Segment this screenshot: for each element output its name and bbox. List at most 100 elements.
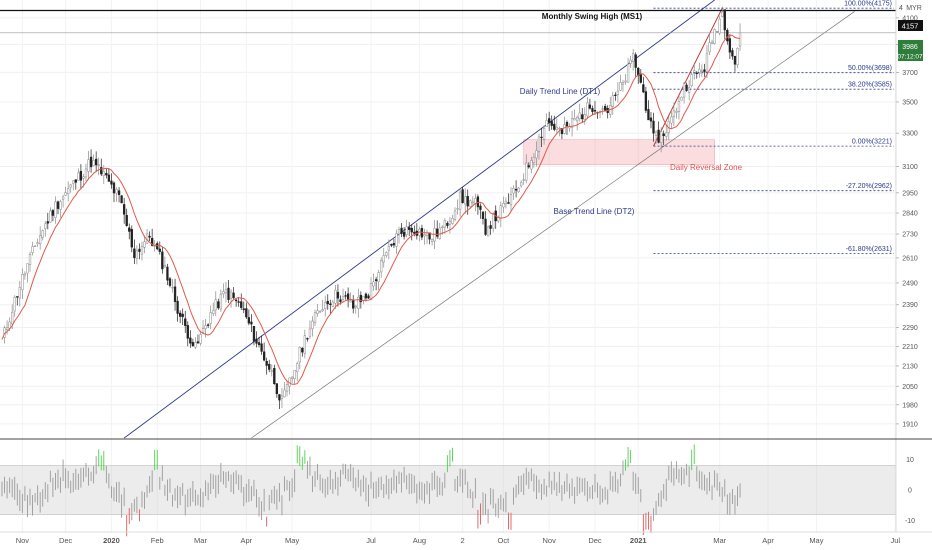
candle-body <box>206 324 210 326</box>
x-tick-label: Aug <box>413 536 426 545</box>
candle-body <box>446 222 449 226</box>
candle-body <box>64 192 67 196</box>
candle-body <box>204 325 207 329</box>
oscillator-panel: 10 0 -10 <box>0 444 915 537</box>
candle-body <box>242 308 245 311</box>
candle-body <box>321 309 324 312</box>
candle-body <box>657 129 660 143</box>
moving-average <box>1 34 741 385</box>
y-tick-label: 2050 <box>902 384 918 391</box>
candle-body <box>125 214 128 226</box>
candle-body <box>179 312 182 317</box>
candle-body <box>542 128 546 140</box>
candle-body <box>194 342 197 348</box>
dt1-label: Daily Trend Line (DT1) <box>520 87 601 96</box>
fib-level-label: -61.80%(2631) <box>846 246 892 253</box>
candle-body <box>443 220 446 228</box>
candle-body <box>59 201 62 210</box>
candle-body <box>402 231 406 237</box>
currency-label: MYR <box>906 5 922 12</box>
candle-body <box>662 133 665 137</box>
candle-body <box>532 157 536 163</box>
y-tick-label: 2390 <box>902 302 918 309</box>
candle-body <box>344 295 347 297</box>
swing-high-price-tag: 4157 <box>898 20 923 31</box>
candle-body <box>591 108 594 112</box>
candle-body <box>626 64 630 83</box>
candle-body <box>232 292 235 298</box>
x-tick-label: Nov <box>16 536 30 545</box>
candle-body <box>405 226 408 235</box>
candle-body <box>560 128 564 135</box>
candle-body <box>107 174 111 182</box>
candle-body <box>703 69 706 72</box>
candle-body <box>456 208 459 210</box>
candle-body <box>222 291 225 295</box>
candle-body <box>245 308 248 318</box>
candle-body <box>621 82 625 85</box>
candle-body <box>387 246 390 251</box>
candle-body <box>458 191 462 210</box>
candle-body <box>252 325 256 342</box>
candle-body <box>56 201 60 209</box>
candle-body <box>273 367 276 385</box>
candle-body <box>502 203 505 208</box>
candle-body <box>209 312 212 324</box>
candle-body <box>660 131 663 144</box>
candle-body <box>430 239 434 242</box>
candle-body <box>140 246 144 255</box>
candle-body <box>303 335 307 354</box>
candle-body <box>255 338 258 344</box>
y-tick-label: 2950 <box>902 190 918 197</box>
candle-body <box>123 204 126 215</box>
moving-average-line <box>1 34 741 385</box>
oscillator-tick-label: -10 <box>905 518 915 525</box>
candle-body <box>517 187 520 192</box>
dt2-label: Base Trend Line (DT2) <box>554 207 635 216</box>
candle-body <box>336 291 340 299</box>
candle-body <box>229 291 233 299</box>
candle-body <box>143 241 146 248</box>
candle-body <box>135 250 139 259</box>
candle-body <box>95 158 98 166</box>
candle-body <box>453 210 457 220</box>
candle-body <box>733 55 737 65</box>
candle-body <box>611 95 614 107</box>
candle-body <box>89 156 93 168</box>
x-tick-label: Nov <box>543 536 557 545</box>
x-tick-label: Oct <box>498 536 511 545</box>
candle-body <box>522 179 525 181</box>
candle-body <box>227 287 230 300</box>
candle-body <box>262 351 266 361</box>
candle-body <box>334 289 337 304</box>
candle-body <box>558 127 561 130</box>
candle-body <box>476 196 480 208</box>
candle-body <box>36 242 39 245</box>
candle-body <box>352 300 355 309</box>
candle-body <box>601 108 604 110</box>
candle-body <box>670 116 673 124</box>
fib-level-label: -27.20%(2962) <box>846 183 892 190</box>
candle-body <box>41 230 44 238</box>
x-tick-label: 2020 <box>103 536 120 545</box>
candle-body <box>448 220 452 225</box>
candle-body <box>257 342 261 345</box>
candle-body <box>214 299 217 311</box>
x-tick-label: Dec <box>59 536 73 545</box>
candle-body <box>499 205 502 219</box>
candle-body <box>374 279 378 282</box>
candle-body <box>380 260 383 273</box>
candle-body <box>647 109 650 121</box>
candle-body <box>563 124 566 134</box>
candle-body <box>349 300 352 303</box>
candle-body <box>112 182 116 194</box>
candle-body <box>604 106 607 111</box>
candle-body <box>171 286 174 289</box>
last-price: 3986 <box>902 44 918 51</box>
candle-body <box>265 360 268 366</box>
candle-body <box>649 117 653 122</box>
candle-body <box>28 254 32 265</box>
candle-body <box>588 104 592 109</box>
candle-body <box>586 102 589 117</box>
